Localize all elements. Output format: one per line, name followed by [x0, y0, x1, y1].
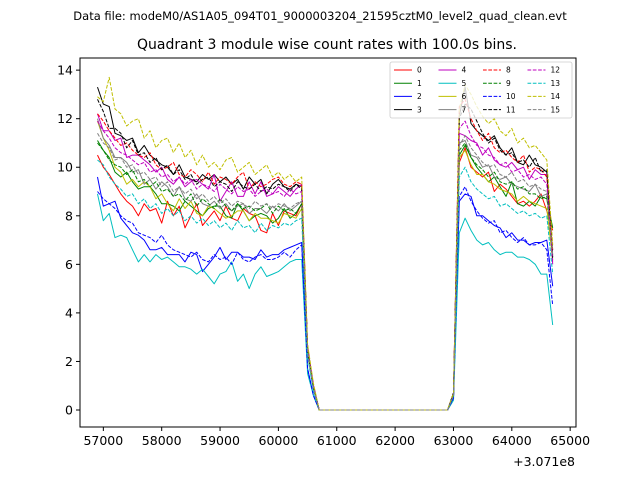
x-tick-label-60000: 60000 [259, 433, 299, 448]
y-tick-label-10: 10 [57, 160, 73, 175]
legend-label-15: 15 [551, 105, 561, 114]
y-tick-label-6: 6 [65, 257, 73, 272]
legend-label-0: 0 [417, 66, 422, 75]
x-tick-label-62000: 62000 [375, 433, 415, 448]
legend-label-5: 5 [462, 79, 467, 88]
y-tick-label-4: 4 [65, 305, 73, 320]
series-line-12 [97, 120, 554, 411]
legend-label-10: 10 [506, 92, 516, 101]
y-tick-label-14: 14 [57, 63, 73, 78]
x-tick-label-63000: 63000 [434, 433, 474, 448]
legend-label-13: 13 [551, 79, 561, 88]
legend-box [389, 61, 573, 119]
legend-label-2: 2 [417, 92, 422, 101]
x-tick-label-59000: 59000 [200, 433, 240, 448]
legend-label-3: 3 [417, 105, 422, 114]
legend-label-7: 7 [462, 105, 467, 114]
legend-label-12: 12 [551, 66, 561, 75]
chart-suptitle: Data file: modeM0/AS1A05_094T01_90000032… [73, 9, 567, 23]
legend-label-8: 8 [506, 66, 511, 75]
y-tick-label-2: 2 [65, 354, 73, 369]
series-line-8 [97, 98, 554, 411]
x-tick-label-57000: 57000 [83, 433, 123, 448]
legend-label-1: 1 [417, 79, 422, 88]
axes-frame [79, 57, 577, 428]
x-tick-label-58000: 58000 [142, 433, 182, 448]
y-tick-label-8: 8 [65, 208, 73, 223]
x-axis-offset-label: +3.071e8 [513, 454, 575, 469]
legend-label-9: 9 [506, 79, 511, 88]
plot-area: 57000 58000 59000 60000 61000 62000 63000 64000… [57, 57, 590, 448]
chart-title: Quadrant 3 module wise count rates with … [137, 37, 517, 53]
legend-label-14: 14 [551, 92, 561, 101]
x-tick-label-65000: 65000 [550, 433, 590, 448]
x-tick-label-61000: 61000 [317, 433, 357, 448]
series-line-9 [97, 142, 554, 411]
series-line-15 [97, 133, 554, 411]
y-tick-label-12: 12 [57, 111, 73, 126]
series-line-10 [97, 186, 554, 411]
legend-label-6: 6 [462, 92, 467, 101]
y-tick-label-0: 0 [65, 403, 73, 418]
legend-label-4: 4 [462, 66, 467, 75]
series-lines [97, 76, 554, 411]
legend-label-11: 11 [506, 105, 516, 114]
x-tick-label-64000: 64000 [492, 433, 532, 448]
